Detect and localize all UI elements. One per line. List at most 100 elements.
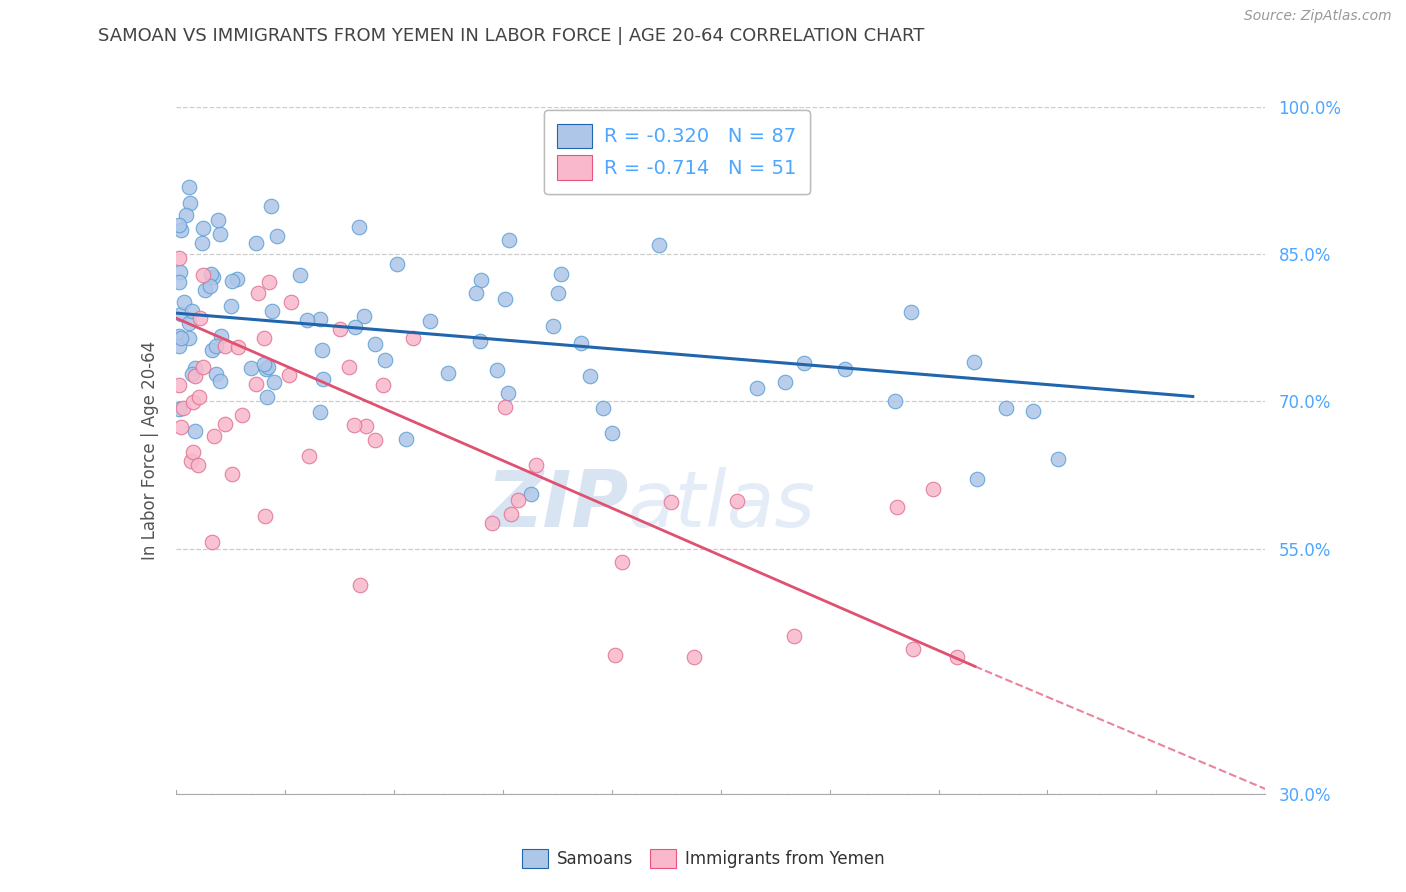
Point (481, 516, 503, 530)
Text: Source: ZipAtlas.com: Source: ZipAtlas.com (1244, 9, 1392, 23)
Point (725, 493, 748, 508)
Point (308, 405, 330, 419)
Point (337, 359, 360, 374)
Point (259, 275, 281, 289)
Point (886, 500, 908, 515)
Point (485, 363, 508, 377)
Point (257, 360, 280, 375)
Point (900, 305, 922, 319)
Point (260, 304, 283, 318)
Text: atlas: atlas (628, 467, 815, 543)
Text: ZIP: ZIP (485, 467, 628, 543)
Point (170, 307, 193, 321)
Point (263, 376, 285, 390)
Point (374, 352, 396, 367)
Point (169, 339, 191, 353)
Point (252, 357, 274, 371)
Point (963, 355, 986, 369)
Point (298, 449, 321, 463)
Point (169, 265, 191, 279)
Point (184, 360, 207, 375)
Point (387, 257, 409, 271)
Point (170, 331, 193, 345)
Point (188, 390, 211, 404)
Point (209, 329, 232, 343)
Point (437, 366, 460, 380)
Legend: Samoans, Immigrants from Yemen: Samoans, Immigrants from Yemen (515, 842, 891, 875)
Point (170, 420, 193, 434)
Point (277, 368, 299, 382)
Point (245, 376, 267, 391)
Point (205, 367, 228, 381)
Point (363, 336, 385, 351)
Point (181, 445, 204, 459)
Point (191, 359, 214, 374)
Point (174, 209, 197, 223)
Point (465, 286, 488, 301)
Point (498, 386, 520, 401)
Point (208, 227, 231, 241)
Point (498, 233, 520, 247)
Point (188, 310, 211, 325)
Point (179, 331, 201, 345)
Point (231, 408, 253, 422)
Point (245, 235, 267, 250)
Point (468, 334, 491, 348)
Point (183, 395, 205, 409)
Point (773, 375, 796, 389)
Point (214, 417, 236, 432)
Point (834, 362, 856, 376)
Point (246, 285, 269, 300)
Point (308, 311, 330, 326)
Point (200, 267, 222, 281)
Point (901, 642, 924, 657)
Point (745, 380, 768, 394)
Point (169, 329, 191, 343)
Point (1022, 404, 1045, 418)
Point (202, 429, 225, 443)
Point (290, 268, 312, 282)
Point (402, 331, 425, 345)
Point (169, 218, 191, 232)
Point (343, 320, 366, 334)
Point (226, 340, 249, 354)
Point (201, 534, 224, 549)
Point (214, 339, 236, 353)
Point (524, 458, 547, 473)
Text: SAMOAN VS IMMIGRANTS FROM YEMEN IN LABOR FORCE | AGE 20-64 CORRELATION CHART: SAMOAN VS IMMIGRANTS FROM YEMEN IN LABOR… (98, 27, 925, 45)
Point (177, 180, 200, 194)
Point (177, 316, 200, 330)
Point (173, 295, 195, 310)
Point (783, 629, 806, 643)
Point (180, 454, 202, 468)
Point (311, 343, 333, 357)
Point (180, 304, 202, 318)
Point (253, 331, 276, 345)
Point (501, 508, 523, 522)
Point (187, 458, 209, 472)
Point (966, 472, 988, 486)
Point (347, 219, 370, 234)
Point (256, 390, 278, 404)
Point (194, 283, 217, 297)
Point (883, 393, 905, 408)
Point (191, 268, 214, 282)
Point (520, 486, 543, 500)
Point (207, 212, 229, 227)
Point (343, 417, 366, 432)
Point (373, 378, 395, 392)
Point (170, 223, 193, 237)
Point (494, 400, 516, 414)
Point (169, 402, 191, 417)
Point (353, 309, 375, 323)
Point (172, 401, 194, 416)
Point (179, 196, 201, 211)
Point (184, 369, 207, 384)
Point (394, 433, 416, 447)
Point (494, 292, 516, 306)
Y-axis label: In Labor Force | Age 20-64: In Labor Force | Age 20-64 (141, 341, 159, 560)
Point (169, 378, 191, 392)
Point (1046, 452, 1069, 467)
Point (356, 419, 378, 434)
Point (683, 649, 706, 664)
